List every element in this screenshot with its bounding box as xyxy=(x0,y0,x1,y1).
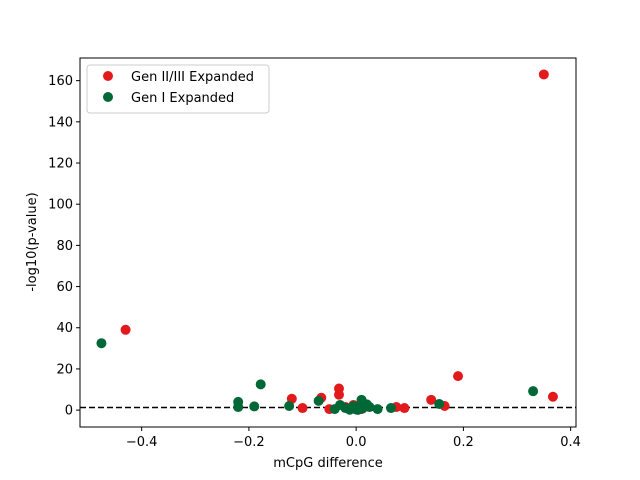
data-point-series-1 xyxy=(344,404,355,415)
data-point-series-0 xyxy=(426,394,437,405)
legend-label-gen-ii-iii: Gen II/III Expanded xyxy=(131,70,254,85)
data-point-series-1 xyxy=(284,401,295,411)
y-tick-label: 60 xyxy=(56,280,73,295)
data-point-series-1 xyxy=(528,386,539,397)
legend: Gen II/III Expanded Gen I Expanded xyxy=(86,64,270,114)
x-tick-label: 0.2 xyxy=(453,435,474,450)
data-point-series-0 xyxy=(120,324,131,335)
y-tick-label: 140 xyxy=(48,115,73,130)
y-tick-label: 100 xyxy=(48,198,73,213)
plot-area xyxy=(80,58,576,427)
data-point-series-1 xyxy=(255,379,266,390)
y-tick-label: 80 xyxy=(56,239,73,254)
data-point-series-0 xyxy=(297,403,308,414)
data-point-series-1 xyxy=(352,404,363,415)
x-tick-label: −0.2 xyxy=(233,435,265,450)
x-tick-label: 0.0 xyxy=(346,435,367,450)
x-axis-label: mCpG difference xyxy=(273,456,382,471)
data-point-series-0 xyxy=(547,391,558,402)
x-tick-label: −0.4 xyxy=(126,435,158,450)
y-tick-label: 40 xyxy=(56,321,73,336)
data-point-series-1 xyxy=(386,403,397,414)
plot-frame xyxy=(79,57,577,428)
y-tick-label: 20 xyxy=(56,362,73,377)
data-point-series-1 xyxy=(364,402,375,413)
data-point-series-1 xyxy=(233,402,244,413)
legend-box xyxy=(86,64,270,114)
y-axis-label: -log10(p-value) xyxy=(25,192,40,291)
data-point-series-0 xyxy=(538,69,549,80)
data-point-series-1 xyxy=(313,395,324,406)
legend-marker-gen-i xyxy=(103,92,113,102)
data-point-series-1 xyxy=(96,338,107,349)
data-point-series-1 xyxy=(372,404,383,415)
data-point-series-0 xyxy=(333,389,344,400)
data-point-series-1 xyxy=(434,398,445,409)
legend-label-gen-i: Gen I Expanded xyxy=(131,91,234,106)
x-tick-label: 0.4 xyxy=(560,435,581,450)
y-tick-label: 120 xyxy=(48,157,73,172)
data-point-series-1 xyxy=(249,401,260,412)
y-tick-label: 160 xyxy=(48,74,73,89)
data-point-series-0 xyxy=(453,371,464,382)
legend-marker-gen-ii-iii xyxy=(103,71,113,81)
data-point-series-0 xyxy=(399,403,410,414)
y-tick-label: 0 xyxy=(65,404,73,419)
